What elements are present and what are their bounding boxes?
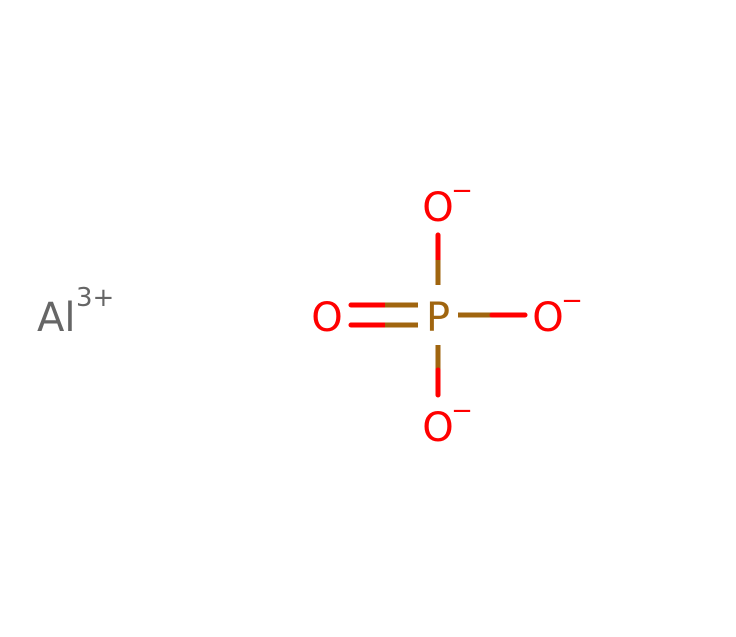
- charge-aluminium: 3+: [76, 283, 114, 313]
- charge-oxygen-bottom: −: [451, 396, 473, 426]
- atom-oxygen-right: O: [532, 295, 563, 341]
- charge-oxygen-right: −: [561, 286, 583, 316]
- atom-oxygen-left: O: [311, 295, 342, 341]
- bond-p-o-left-double: [348, 302, 418, 328]
- atom-phosphorus: P: [426, 295, 450, 341]
- atom-oxygen-top: O: [422, 185, 453, 231]
- charge-oxygen-top: −: [451, 176, 473, 206]
- atom-oxygen-bottom: O: [422, 405, 453, 451]
- atom-aluminium: Al: [37, 295, 75, 341]
